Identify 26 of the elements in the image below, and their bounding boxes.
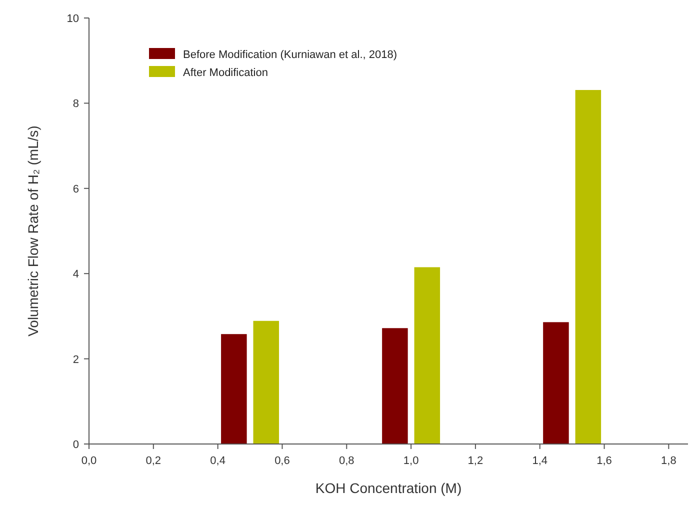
legend-label: After Modification bbox=[183, 67, 268, 79]
x-tick-label: 1,2 bbox=[468, 455, 484, 467]
legend-label: Before Modification (Kurniawan et al., 2018) bbox=[183, 49, 398, 61]
bar bbox=[414, 267, 440, 444]
y-tick-label: 0 bbox=[72, 439, 79, 451]
bar bbox=[543, 322, 569, 444]
y-tick-label: 10 bbox=[66, 13, 79, 25]
y-axis-title: Volumetric Flow Rate of H₂ (mL/s) bbox=[25, 126, 41, 336]
y-tick-label: 8 bbox=[72, 98, 79, 110]
x-tick-label: 1,4 bbox=[532, 455, 548, 467]
y-tick-label: 2 bbox=[72, 354, 79, 366]
bar bbox=[575, 90, 602, 444]
x-tick-label: 1,8 bbox=[661, 455, 676, 467]
y-tick-label: 4 bbox=[72, 268, 79, 281]
x-tick-label: 0,0 bbox=[81, 455, 97, 467]
x-tick-label: 0,6 bbox=[274, 455, 290, 467]
x-tick-label: 1,6 bbox=[596, 455, 612, 467]
x-tick-label: 0,4 bbox=[210, 455, 226, 467]
x-tick-label: 0,8 bbox=[338, 455, 354, 467]
bar bbox=[382, 328, 408, 444]
x-tick-label: 1,0 bbox=[403, 455, 419, 467]
bar bbox=[253, 320, 280, 444]
x-axis-title: KOH Concentration (M) bbox=[315, 480, 462, 496]
y-tick-label: 6 bbox=[72, 183, 79, 196]
bar bbox=[221, 334, 247, 444]
x-tick-label: 0,2 bbox=[146, 455, 162, 467]
